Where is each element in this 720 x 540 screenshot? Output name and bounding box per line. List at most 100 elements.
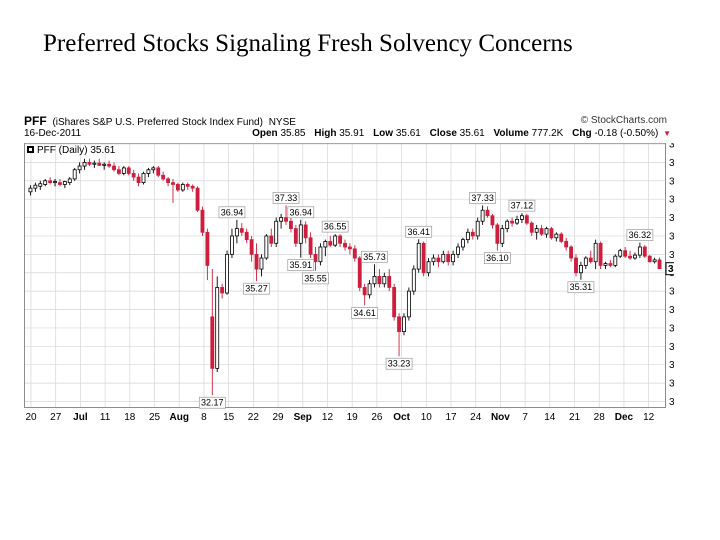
last-price-tag: 35.61 <box>665 262 674 276</box>
price-annotation: 35.27 <box>243 282 270 295</box>
candle <box>569 245 574 262</box>
candle-body <box>195 187 200 211</box>
candle-body <box>637 246 642 256</box>
price-annotations: 32.17 36.94 35.27 37.33 36.94 35.91 35.55 36.55… <box>198 192 654 409</box>
annotation-label: 36.10 <box>486 253 509 263</box>
candle <box>215 276 220 373</box>
candle-body <box>82 161 87 167</box>
candle <box>441 250 446 264</box>
candle <box>308 232 313 259</box>
candle-body <box>161 174 166 180</box>
annotation-label: 35.27 <box>245 284 268 294</box>
candle-body <box>313 253 318 263</box>
candle-body <box>613 255 618 266</box>
candle-body <box>549 228 554 239</box>
candle-body <box>225 253 229 294</box>
candle-body <box>633 254 637 259</box>
y-tick-label: 38.5 <box>669 158 674 169</box>
price-annotation: 32.17 <box>198 396 226 409</box>
candle <box>564 237 569 251</box>
candle <box>234 219 239 244</box>
candle <box>284 205 288 225</box>
candle <box>652 257 657 264</box>
candle <box>126 166 131 176</box>
candle-body <box>28 187 33 193</box>
candle <box>185 182 190 190</box>
candle-body <box>475 220 480 237</box>
annotation-box <box>218 206 246 219</box>
candle <box>87 158 92 167</box>
close-label: Close <box>429 128 457 139</box>
candle <box>151 166 156 174</box>
x-tick-label: 11 <box>100 412 111 423</box>
low-value: 35.61 <box>395 128 421 139</box>
y-tick-label: 39.0 <box>669 143 674 151</box>
annotation-box <box>508 199 536 212</box>
candle-body <box>377 276 382 285</box>
candle-body <box>402 316 406 332</box>
annotation-box <box>243 282 270 295</box>
annotation-box <box>321 220 349 233</box>
candle-body <box>465 231 470 241</box>
candle <box>583 256 588 270</box>
candle <box>175 182 180 192</box>
candle <box>520 213 524 224</box>
candle-body <box>451 253 456 263</box>
candle <box>436 254 441 268</box>
y-axis-ticks: 32.032.533.033.534.034.535.035.536.036.5… <box>669 143 674 408</box>
candle-body <box>72 169 77 180</box>
x-tick-label: 28 <box>594 412 606 423</box>
candle <box>249 235 254 262</box>
y-tick-label: 32.0 <box>669 397 674 408</box>
candle <box>279 213 284 229</box>
candle <box>274 217 279 247</box>
ticker-symbol: PFF <box>24 114 47 128</box>
candle-body <box>67 178 72 184</box>
candle-body <box>131 173 136 178</box>
candle <box>195 186 200 213</box>
candle-body <box>362 287 367 296</box>
candle <box>588 250 593 264</box>
candle <box>406 287 411 321</box>
candle-body <box>485 209 490 217</box>
candle <box>156 166 161 178</box>
candle-body <box>318 246 323 263</box>
high-label: High <box>314 128 337 139</box>
candle <box>451 250 456 266</box>
candle <box>465 228 470 244</box>
candle-body <box>603 263 608 266</box>
candle-body <box>328 241 333 246</box>
candle <box>411 265 416 295</box>
annotation-label: 36.94 <box>221 207 244 217</box>
candle-body <box>121 167 126 174</box>
candle-body <box>62 181 67 185</box>
annotation-box <box>484 252 511 265</box>
exchange-label: NYSE <box>268 117 296 128</box>
candle-body <box>534 228 539 233</box>
candle <box>534 224 539 240</box>
candle-body <box>406 290 411 318</box>
candle <box>131 169 136 181</box>
candle-body <box>234 228 239 237</box>
y-tick-label: 34.0 <box>669 323 674 334</box>
candle <box>200 206 205 236</box>
candle-body <box>146 169 151 174</box>
candle <box>628 250 632 260</box>
candle-body <box>652 259 657 263</box>
annotation-box <box>287 206 315 219</box>
candle-body <box>357 257 362 288</box>
candle-body <box>352 248 357 259</box>
candle <box>161 171 166 181</box>
candle-body <box>598 242 603 266</box>
price-annotation: 37.33 <box>469 192 496 204</box>
candle-body <box>136 176 141 184</box>
annotation-label: 33.23 <box>388 359 411 369</box>
candle <box>323 239 328 257</box>
price-annotation: 35.91 <box>287 259 315 272</box>
candle-body <box>116 169 121 174</box>
candle <box>112 162 116 172</box>
candle-body <box>156 167 161 176</box>
candle <box>397 313 401 357</box>
x-tick-label: 26 <box>371 412 383 423</box>
candle-body <box>647 255 652 263</box>
